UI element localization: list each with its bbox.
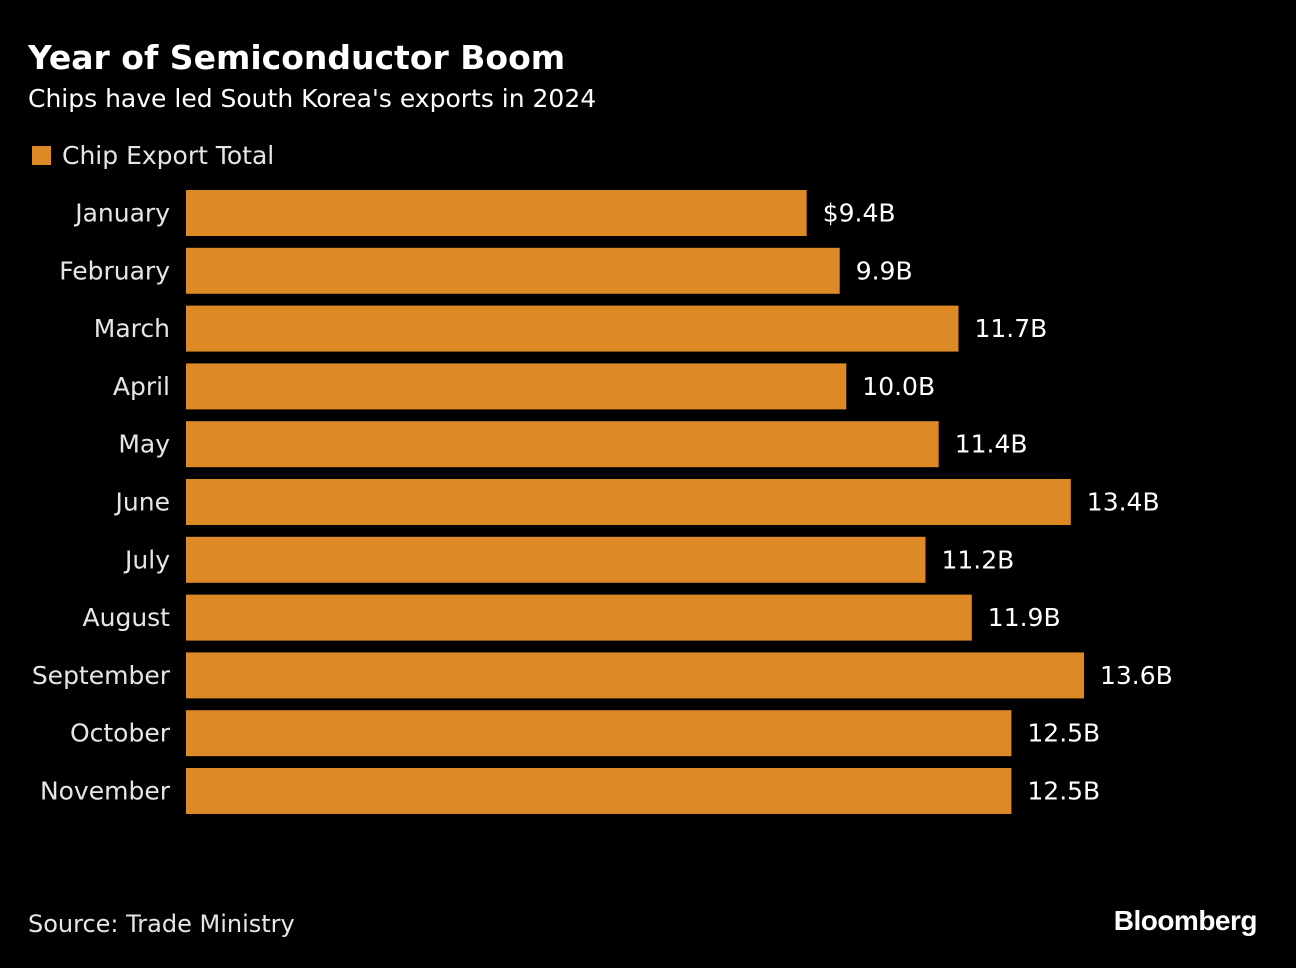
legend: Chip Export Total: [32, 141, 274, 170]
value-label-may: 11.4B: [955, 430, 1028, 459]
bar-june: [186, 479, 1071, 525]
category-label-march: March: [94, 314, 170, 343]
category-label-october: October: [70, 719, 171, 748]
bar-march: [186, 305, 959, 352]
value-label-january: $9.4B: [823, 199, 896, 228]
bar-february: [186, 247, 840, 294]
bar-september: [186, 652, 1084, 699]
value-label-april: 10.0B: [862, 372, 935, 401]
bar-november: [186, 768, 1012, 814]
category-label-february: February: [59, 256, 170, 285]
bar-may: [186, 421, 939, 468]
category-label-july: July: [123, 545, 170, 574]
bar-april: [186, 363, 847, 410]
category-label-april: April: [113, 372, 170, 401]
bloomberg-logo: Bloomberg: [1113, 905, 1258, 936]
bar-july: [186, 536, 926, 583]
category-label-november: November: [40, 777, 171, 806]
category-label-january: January: [73, 199, 170, 228]
category-label-august: August: [83, 603, 171, 632]
value-label-october: 12.5B: [1027, 719, 1100, 748]
chart-title: Year of Semiconductor Boom: [28, 38, 566, 77]
value-label-september: 13.6B: [1100, 661, 1173, 690]
value-label-july: 11.2B: [942, 545, 1015, 574]
value-label-february: 9.9B: [856, 256, 913, 285]
value-label-november: 12.5B: [1027, 777, 1100, 806]
bar-october: [186, 710, 1012, 757]
value-label-june: 13.4B: [1087, 488, 1160, 517]
value-label-august: 11.9B: [988, 603, 1061, 632]
category-label-may: May: [118, 430, 170, 459]
category-label-june: June: [114, 488, 170, 517]
bar-january: [186, 190, 807, 236]
legend-label: Chip Export Total: [62, 141, 275, 170]
category-label-september: September: [32, 661, 171, 690]
source-note: Source: Trade Ministry: [28, 910, 295, 938]
legend-swatch: [32, 146, 51, 165]
bar-august: [186, 594, 972, 641]
chart-subtitle: Chips have led South Korea's exports in …: [28, 84, 597, 113]
value-label-march: 11.7B: [975, 314, 1048, 343]
